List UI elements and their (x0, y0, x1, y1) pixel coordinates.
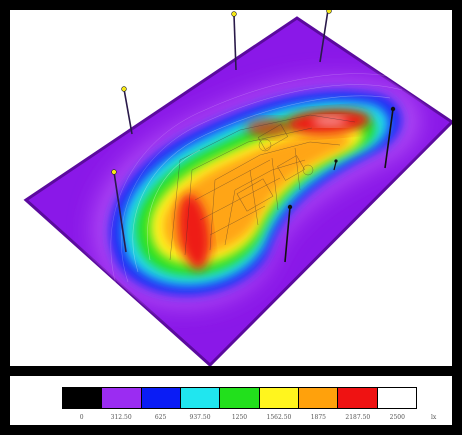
legend-unit-label: lx (431, 414, 437, 421)
band-1875 (163, 131, 351, 255)
legend-swatch (338, 388, 378, 408)
illuminance-bands (93, 78, 420, 308)
legend-tick-label: 1562.50 (266, 414, 292, 421)
light-pole (231, 11, 237, 71)
legend-tick-label: 625 (154, 414, 167, 421)
legend-tick-label: 2187.50 (345, 414, 371, 421)
light-pole (384, 106, 396, 169)
peak-mid (246, 119, 290, 137)
legend-swatch (102, 388, 142, 408)
legend-swatch (259, 388, 299, 408)
legend-swatch (298, 388, 339, 408)
legend-tick-label: 312.50 (110, 414, 132, 421)
legend-swatch (377, 388, 416, 408)
legend-tick-label: 1250 (231, 414, 248, 421)
legend-swatch (220, 388, 260, 408)
illuminance-surface (23, 10, 452, 366)
light-pole (319, 10, 332, 63)
light-pole (333, 159, 338, 171)
light-poles (111, 10, 396, 263)
plane-edge-shade (23, 16, 452, 366)
peak-top-core (312, 116, 348, 126)
legend-swatch (63, 388, 103, 408)
peak-left (178, 194, 210, 270)
legend-tick-label: 1875 (310, 414, 327, 421)
legend-tick-label: 2500 (389, 414, 405, 421)
legend-swatch (180, 388, 221, 408)
color-scale-legend: 0 312.50 625 937.50 1250 1562.50 1875 2187.50 25… (10, 376, 452, 425)
light-pole (284, 204, 293, 263)
legend-bar (62, 387, 417, 409)
light-pole (121, 86, 133, 135)
legend-swatch (141, 388, 181, 408)
legend-tick-label: 0 (79, 414, 84, 421)
legend-tick-label: 937.50 (189, 414, 211, 421)
illuminance-plot-panel (10, 10, 452, 366)
light-pole (111, 169, 127, 253)
